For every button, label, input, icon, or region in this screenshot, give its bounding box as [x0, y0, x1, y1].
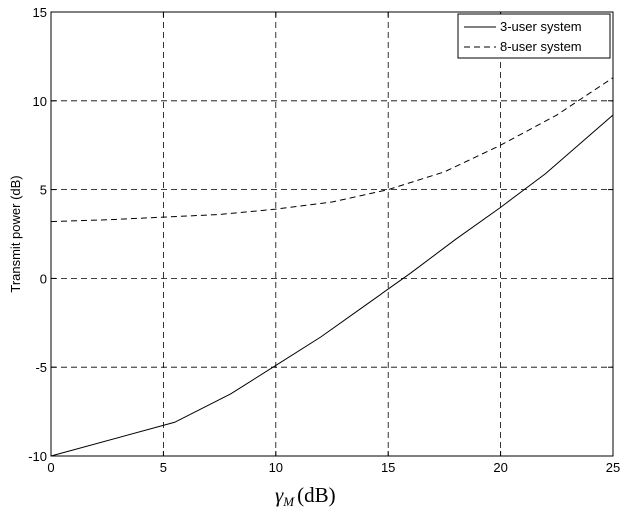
x-tick-label: 5 [160, 460, 167, 475]
series-layer [50, 77, 614, 457]
plot-frame [50, 11, 614, 457]
x-axis-label-subscript: M [282, 494, 295, 509]
x-tick-label: 20 [493, 460, 507, 475]
x-axis-label-symbol: γ [275, 483, 284, 507]
y-axis-label: Transmit power (dB) [8, 175, 23, 292]
y-tick-label: 10 [33, 94, 47, 109]
legend-label-3-user: 3-user system [500, 19, 582, 34]
y-tick-label: 15 [33, 5, 47, 20]
legend-label-8-user: 8-user system [500, 39, 582, 54]
x-tick-label: 15 [381, 460, 395, 475]
tick-labels: 0 5 10 15 20 25 -10 -5 0 5 10 15 [28, 5, 620, 475]
series-line-8-user [50, 77, 614, 223]
y-tick-label: -5 [35, 360, 47, 375]
ticks [50, 11, 614, 457]
series-line-3-user [50, 114, 614, 457]
legend: 3-user system 8-user system [457, 13, 611, 59]
x-axis-label-unit: (dB) [297, 483, 336, 507]
x-tick-label: 25 [606, 460, 620, 475]
x-axis-label: γM (dB) [275, 483, 336, 509]
plot-background [51, 12, 613, 456]
legend-box [457, 13, 611, 59]
y-tick-label: -10 [28, 449, 47, 464]
x-tick-label: 0 [47, 460, 54, 475]
x-tick-label: 10 [269, 460, 283, 475]
y-tick-label: 0 [40, 271, 47, 286]
y-tick-label: 5 [40, 183, 47, 198]
grid [51, 12, 613, 456]
